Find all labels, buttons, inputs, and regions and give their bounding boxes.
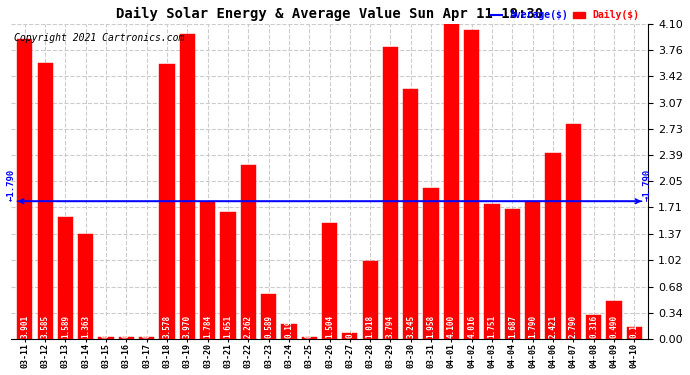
Bar bbox=[159, 64, 175, 339]
Bar bbox=[484, 204, 500, 339]
Text: 1.504: 1.504 bbox=[325, 315, 334, 338]
Bar bbox=[342, 333, 357, 339]
Text: 0.000: 0.000 bbox=[142, 315, 151, 338]
Bar bbox=[362, 261, 377, 339]
Text: 1.363: 1.363 bbox=[81, 315, 90, 338]
Text: 1.751: 1.751 bbox=[488, 315, 497, 338]
Bar bbox=[200, 202, 215, 339]
Text: 4.016: 4.016 bbox=[467, 315, 476, 338]
Bar bbox=[586, 315, 601, 339]
Text: 1.018: 1.018 bbox=[366, 315, 375, 338]
Text: 1.790: 1.790 bbox=[528, 315, 538, 338]
Bar bbox=[17, 39, 32, 339]
Text: 3.794: 3.794 bbox=[386, 315, 395, 338]
Bar bbox=[545, 153, 560, 339]
Text: 0.316: 0.316 bbox=[589, 315, 598, 338]
Bar bbox=[241, 165, 256, 339]
Text: 0.589: 0.589 bbox=[264, 315, 273, 338]
Bar bbox=[261, 294, 276, 339]
Text: 3.578: 3.578 bbox=[163, 315, 172, 338]
Bar bbox=[99, 337, 114, 339]
Legend: Average($), Daily($): Average($), Daily($) bbox=[486, 6, 644, 24]
Bar bbox=[78, 234, 93, 339]
Text: 0.000: 0.000 bbox=[305, 315, 314, 338]
Bar bbox=[464, 30, 480, 339]
Text: 0.000: 0.000 bbox=[101, 315, 110, 338]
Bar bbox=[282, 324, 297, 339]
Bar bbox=[139, 337, 155, 339]
Bar bbox=[37, 63, 52, 339]
Text: →1.790: →1.790 bbox=[643, 169, 652, 201]
Text: 4.100: 4.100 bbox=[447, 315, 456, 338]
Bar bbox=[58, 217, 73, 339]
Bar bbox=[383, 47, 398, 339]
Bar bbox=[179, 34, 195, 339]
Bar bbox=[505, 209, 520, 339]
Bar bbox=[607, 301, 622, 339]
Text: 0.075: 0.075 bbox=[345, 315, 355, 338]
Text: 0.000: 0.000 bbox=[122, 315, 131, 338]
Bar bbox=[525, 201, 540, 339]
Text: 2.421: 2.421 bbox=[549, 315, 558, 338]
Bar bbox=[444, 24, 459, 339]
Bar bbox=[302, 337, 317, 339]
Bar bbox=[403, 89, 418, 339]
Text: 3.585: 3.585 bbox=[41, 315, 50, 338]
Bar bbox=[424, 188, 439, 339]
Text: 1.784: 1.784 bbox=[203, 315, 212, 338]
Text: 1.589: 1.589 bbox=[61, 315, 70, 338]
Text: ←1.790: ←1.790 bbox=[7, 169, 16, 201]
Text: 1.687: 1.687 bbox=[508, 315, 517, 338]
Bar bbox=[322, 223, 337, 339]
Text: 3.245: 3.245 bbox=[406, 315, 415, 338]
Text: 3.901: 3.901 bbox=[20, 315, 29, 338]
Text: 1.958: 1.958 bbox=[426, 315, 435, 338]
Text: 2.790: 2.790 bbox=[569, 315, 578, 338]
Text: 3.970: 3.970 bbox=[183, 315, 192, 338]
Bar bbox=[119, 337, 134, 339]
Bar bbox=[627, 327, 642, 339]
Title: Daily Solar Energy & Average Value Sun Apr 11 19:30: Daily Solar Energy & Average Value Sun A… bbox=[116, 7, 543, 21]
Bar bbox=[220, 212, 235, 339]
Text: 0.490: 0.490 bbox=[609, 315, 618, 338]
Text: 0.157: 0.157 bbox=[630, 315, 639, 338]
Text: Copyright 2021 Cartronics.com: Copyright 2021 Cartronics.com bbox=[14, 33, 184, 43]
Text: 0.193: 0.193 bbox=[284, 315, 293, 338]
Bar bbox=[566, 124, 581, 339]
Text: 2.262: 2.262 bbox=[244, 315, 253, 338]
Text: 1.651: 1.651 bbox=[224, 315, 233, 338]
